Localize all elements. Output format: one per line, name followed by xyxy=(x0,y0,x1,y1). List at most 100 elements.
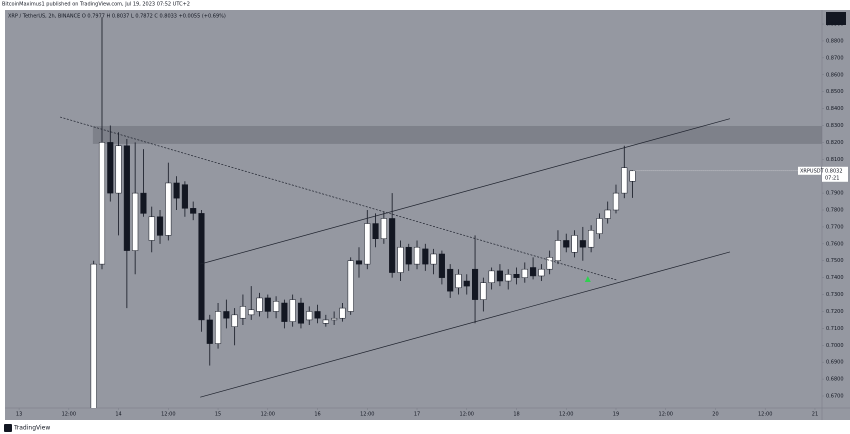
candle-body xyxy=(480,282,487,300)
candle-body xyxy=(554,240,562,261)
y-tick-label: 0.8400 xyxy=(826,106,844,112)
candle-body xyxy=(579,240,586,248)
y-tick-label: 0.8600 xyxy=(826,72,844,78)
x-tick-label: 12:00 xyxy=(161,412,175,418)
brand-logo xyxy=(4,424,12,432)
y-tick-label: 0.8800 xyxy=(826,38,844,44)
candle-body xyxy=(488,270,495,283)
candle-body xyxy=(621,167,628,194)
candle-body xyxy=(248,309,255,316)
x-tick-label: 18 xyxy=(513,412,519,418)
y-tick-label: 0.7600 xyxy=(826,241,844,247)
candle-body xyxy=(571,235,578,253)
candle-body xyxy=(422,248,429,265)
trend-line xyxy=(200,118,731,265)
candle-body xyxy=(455,274,462,289)
candle-body xyxy=(472,268,479,300)
candle-body xyxy=(289,299,296,322)
candle-body xyxy=(438,253,445,278)
y-tick-label: 0.7900 xyxy=(826,191,844,197)
candle-body xyxy=(430,253,437,265)
candle-body xyxy=(181,184,188,209)
y-tick-label: 0.7100 xyxy=(826,326,844,332)
candle-body xyxy=(530,267,537,277)
candle-body xyxy=(521,268,528,278)
candle-body xyxy=(538,268,545,277)
candle-body xyxy=(588,230,595,248)
resistance-zone xyxy=(92,125,822,144)
x-tick-label: 16 xyxy=(314,412,320,418)
candle-body xyxy=(165,182,172,236)
y-tick-label: 0.8300 xyxy=(826,123,844,129)
y-tick-label: 0.7000 xyxy=(826,343,844,349)
y-tick-label: 0.8100 xyxy=(826,157,844,163)
brand: TradingView xyxy=(13,425,50,432)
candle-body xyxy=(281,302,288,322)
candle-body xyxy=(107,142,114,194)
trend-line xyxy=(60,116,617,281)
time-axis xyxy=(5,408,850,420)
y-tick-label: 0.8500 xyxy=(826,89,844,95)
published-note: BitcoinMaximus1 published on TradingView… xyxy=(2,2,190,8)
y-tick-label: 0.7400 xyxy=(826,275,844,281)
symbol-box xyxy=(798,166,821,175)
candle-body xyxy=(223,311,230,319)
candle-body xyxy=(132,192,139,251)
candle-body xyxy=(612,192,620,211)
last-price: 0.8032 xyxy=(825,168,843,174)
candle-body xyxy=(115,145,122,194)
candle-body xyxy=(389,218,396,273)
y-tick-label: 0.7800 xyxy=(826,208,844,214)
candle-body xyxy=(90,263,97,408)
toolbar-button[interactable] xyxy=(826,12,846,25)
y-tick-label: 0.8700 xyxy=(826,55,844,61)
y-tick-label: 0.8200 xyxy=(826,140,844,146)
candle-body xyxy=(339,307,346,319)
candle-body xyxy=(513,274,520,278)
candle-body xyxy=(190,208,197,214)
candle-body xyxy=(364,223,371,265)
candle-body xyxy=(256,297,263,312)
last-price-box xyxy=(822,166,848,182)
plot xyxy=(60,17,822,408)
candle-body xyxy=(306,311,313,321)
y-tick-label: 0.7300 xyxy=(826,292,844,298)
candle-body xyxy=(405,246,412,265)
price-axis xyxy=(822,10,850,408)
x-tick-label: 15 xyxy=(215,412,221,418)
candle-body xyxy=(215,311,222,344)
x-tick-label: 12:00 xyxy=(62,412,76,418)
symbol-label: XRPUSDT xyxy=(800,168,825,174)
arrow-marker xyxy=(584,275,591,282)
y-tick-label: 0.7700 xyxy=(826,224,844,230)
candle-body xyxy=(297,302,305,324)
candle-body xyxy=(273,301,280,312)
candle-body xyxy=(98,142,106,265)
candle-body xyxy=(173,182,180,199)
candle-body xyxy=(331,317,338,321)
x-tick-label: 20 xyxy=(712,412,718,418)
candle-body xyxy=(264,297,271,312)
x-tick-label: 12:00 xyxy=(261,412,275,418)
candle-body xyxy=(314,311,321,319)
candle-body xyxy=(629,170,636,182)
x-tick-label: 14 xyxy=(115,412,121,418)
trend-line xyxy=(200,251,731,398)
candle-body xyxy=(355,260,363,265)
x-tick-label: 12:00 xyxy=(460,412,474,418)
y-tick-label: 0.7200 xyxy=(826,309,844,315)
candle-body xyxy=(505,274,512,282)
x-tick-label: 13 xyxy=(16,412,22,418)
candle-body xyxy=(604,209,611,219)
x-tick-label: 12:00 xyxy=(559,412,573,418)
x-tick-label: 17 xyxy=(414,412,420,418)
candle-body xyxy=(596,218,603,234)
candle-body xyxy=(380,218,387,240)
y-tick-label: 0.6800 xyxy=(826,377,844,383)
candle-body xyxy=(372,223,379,240)
candle-body xyxy=(198,213,205,321)
candle-body xyxy=(322,319,329,324)
x-tick-label: 12:00 xyxy=(360,412,374,418)
